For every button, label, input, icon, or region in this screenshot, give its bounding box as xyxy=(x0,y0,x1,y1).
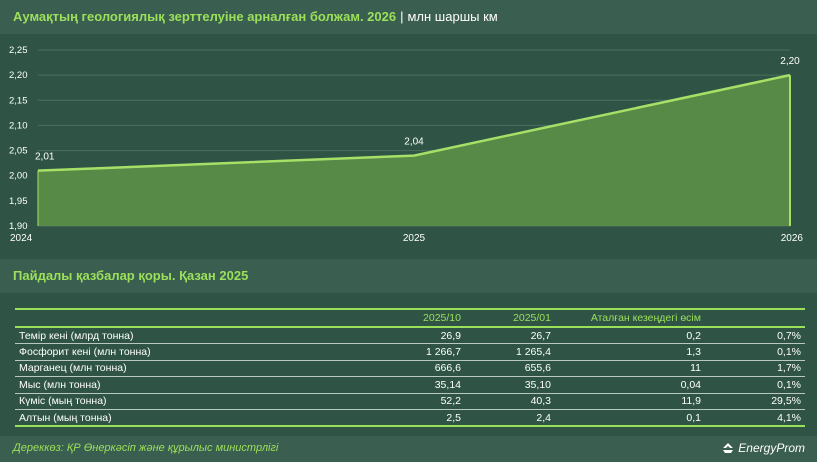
table-cell: 0,2 xyxy=(555,327,705,345)
chart-unit: млн шаршы км xyxy=(407,9,498,24)
y-tick-label: 2,10 xyxy=(9,120,28,131)
chart-title: Аумақтың геологиялық зерттелуіне арналға… xyxy=(13,9,498,24)
y-tick-label: 1,90 xyxy=(9,221,28,232)
x-tick-label: 2025 xyxy=(403,233,426,244)
table-row: Фосфорит кені (млн тонна) 1 266,7 1 265,… xyxy=(15,343,805,361)
column-header: Аталған кезеңдегі өсім xyxy=(555,308,705,328)
table-cell: 655,6 xyxy=(465,360,555,378)
y-tick-label: 2,15 xyxy=(9,95,28,106)
table-cell: 26,9 xyxy=(375,327,465,345)
table-cell: Темір кені (млрд тонна) xyxy=(15,327,375,345)
table-row: Марганец (млн тонна) 666,6 655,6 11 1,7% xyxy=(15,360,805,378)
table-cell: 2,5 xyxy=(375,409,465,428)
title-separator: | xyxy=(400,9,404,24)
data-label: 2,20 xyxy=(780,56,800,67)
y-tick-label: 2,05 xyxy=(9,146,28,157)
table-cell: 0,1 xyxy=(555,409,705,428)
table-cell: 1 265,4 xyxy=(465,343,555,361)
y-tick-label: 2,20 xyxy=(9,70,28,81)
table-cell: Мыс (млн тонна) xyxy=(15,376,375,394)
reserves-table-grid: 2025/10 2025/01 Аталған кезеңдегі өсім Т… xyxy=(15,308,805,428)
logo-mark-icon xyxy=(723,443,734,453)
column-header xyxy=(15,308,375,328)
table-cell: 35,14 xyxy=(375,376,465,394)
source-note: Дереккөз: ҚР Өнеркәсіп және құрылыс мини… xyxy=(13,442,279,454)
x-tick-label: 2024 xyxy=(10,233,33,244)
table-cell: 1,3 xyxy=(555,343,705,361)
x-tick-label: 2026 xyxy=(781,233,804,244)
table-cell: Фосфорит кені (млн тонна) xyxy=(15,343,375,361)
y-tick-label: 1,95 xyxy=(9,196,28,207)
column-header xyxy=(705,308,805,328)
table-header-row: 2025/10 2025/01 Аталған кезеңдегі өсім xyxy=(15,308,805,328)
y-tick-label: 2,00 xyxy=(9,171,28,182)
table-cell: 26,7 xyxy=(465,327,555,345)
table-row: Темір кені (млрд тонна) 26,9 26,7 0,2 0,… xyxy=(15,327,805,345)
table-cell: 11 xyxy=(555,360,705,378)
footer: Дереккөз: ҚР Өнеркәсіп және құрылыс мини… xyxy=(0,436,817,462)
area-fill xyxy=(38,75,790,226)
table-cell: 0,7% xyxy=(705,327,805,345)
brand-logo: EnergyProm xyxy=(721,441,805,455)
data-label: 2,01 xyxy=(35,152,55,163)
table-cell: 1 266,7 xyxy=(375,343,465,361)
table-cell: 0,1% xyxy=(705,343,805,361)
table-cell: Марганец (млн тонна) xyxy=(15,360,375,378)
chart-title-text: Аумақтың геологиялық зерттелуіне арналға… xyxy=(13,9,397,24)
table-cell: 0,04 xyxy=(555,376,705,394)
area-chart: 1,90 1,95 2,00 2,05 2,10 2,15 2,20 2,25 2,01 2,04… xyxy=(9,45,804,244)
table-cell: 11,9 xyxy=(555,393,705,410)
column-header: 2025/01 xyxy=(465,308,555,328)
column-header: 2025/10 xyxy=(375,308,465,328)
table-cell: 666,6 xyxy=(375,360,465,378)
table-row: Күміс (мың тонна) 52,2 40,3 11,9 29,5% xyxy=(15,393,805,410)
y-tick-label: 2,25 xyxy=(9,45,28,56)
table-row: Алтын (мың тонна) 2,5 2,4 0,1 4,1% xyxy=(15,409,805,428)
table-cell: 0,1% xyxy=(705,376,805,394)
table-row: Мыс (млн тонна) 35,14 35,10 0,04 0,1% xyxy=(15,376,805,394)
table-title: Пайдалы қазбалар қоры. Қазан 2025 xyxy=(13,268,249,283)
table-cell: Алтын (мың тонна) xyxy=(15,409,375,428)
table-cell: 52,2 xyxy=(375,393,465,410)
table-header: Пайдалы қазбалар қоры. Қазан 2025 xyxy=(0,259,817,293)
series-line xyxy=(37,73,791,172)
brand-logo-text: EnergyProm xyxy=(738,441,805,455)
table-cell: 35,10 xyxy=(465,376,555,394)
table-cell: 40,3 xyxy=(465,393,555,410)
reserves-table: 2025/10 2025/01 Аталған кезеңдегі өсім Т… xyxy=(15,308,805,428)
table-cell: 29,5% xyxy=(705,393,805,410)
table-cell: 4,1% xyxy=(705,409,805,428)
table-cell: 1,7% xyxy=(705,360,805,378)
chart-header: Аумақтың геологиялық зерттелуіне арналға… xyxy=(0,0,817,34)
table-cell: 2,4 xyxy=(465,409,555,428)
table-cell: Күміс (мың тонна) xyxy=(15,393,375,410)
data-label: 2,04 xyxy=(404,137,424,148)
